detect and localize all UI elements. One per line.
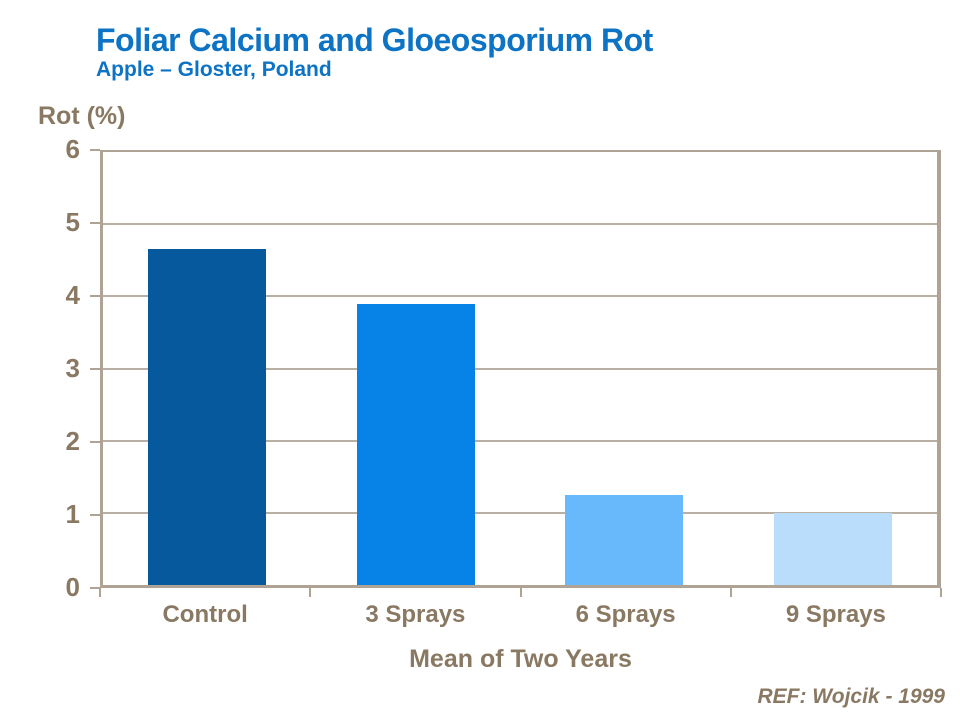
y-tick-6: [90, 149, 100, 151]
y-tick-label-2: 2: [65, 425, 80, 456]
x-tick-2: [519, 588, 522, 597]
y-tick-3: [90, 368, 100, 370]
y-tick-label-1: 1: [65, 498, 80, 529]
y-tick-label-3: 3: [65, 352, 80, 383]
y-tick-label-6: 6: [65, 133, 80, 164]
bar-control: [148, 249, 267, 585]
y-tick-5: [90, 221, 100, 224]
x-label-control: Control: [162, 601, 248, 628]
y-tick-label-4: 4: [65, 279, 80, 310]
y-tick-2: [90, 440, 100, 443]
bar-3-sprays: [356, 303, 475, 585]
gridline-y-5: [103, 223, 937, 226]
page-title: Foliar Calcium and Gloeosporium Rot: [96, 22, 653, 58]
x-label-3-sprays: 3 Sprays: [365, 601, 466, 628]
x-tick-3: [729, 588, 732, 597]
x-tick-0: [99, 588, 101, 597]
x-label-6-sprays: 6 Sprays: [575, 601, 676, 628]
y-tick-1: [90, 514, 100, 516]
x-tick-4: [940, 588, 942, 597]
reference-citation: REF: Wojcik - 1999: [757, 685, 945, 708]
bar-chart-plot-area: [100, 150, 941, 588]
x-axis-ticks: [99, 588, 942, 598]
bar-6-sprays: [565, 494, 684, 585]
gridline-y-1: [103, 511, 937, 514]
y-tick-label-5: 5: [65, 206, 80, 237]
gridline-y-3: [103, 367, 937, 370]
gridline-y-4: [103, 295, 937, 298]
y-tick-0: [90, 587, 100, 589]
y-axis-tick-labels: 0 1 2 3 4 5 6: [0, 134, 80, 602]
x-axis-category-labels: Control 3 Sprays 6 Sprays 9 Sprays: [100, 601, 941, 631]
x-tick-1: [309, 588, 312, 597]
y-axis-ticks: [90, 149, 100, 589]
bar-9-sprays: [773, 512, 892, 585]
x-axis-title: Mean of Two Years: [409, 645, 632, 673]
page-subtitle: Apple – Gloster, Poland: [96, 58, 332, 81]
y-tick-label-0: 0: [65, 571, 80, 602]
x-label-9-sprays: 9 Sprays: [785, 601, 886, 628]
y-tick-4: [90, 294, 100, 297]
gridline-y-2: [103, 439, 937, 442]
y-axis-title: Rot (%): [38, 102, 126, 130]
